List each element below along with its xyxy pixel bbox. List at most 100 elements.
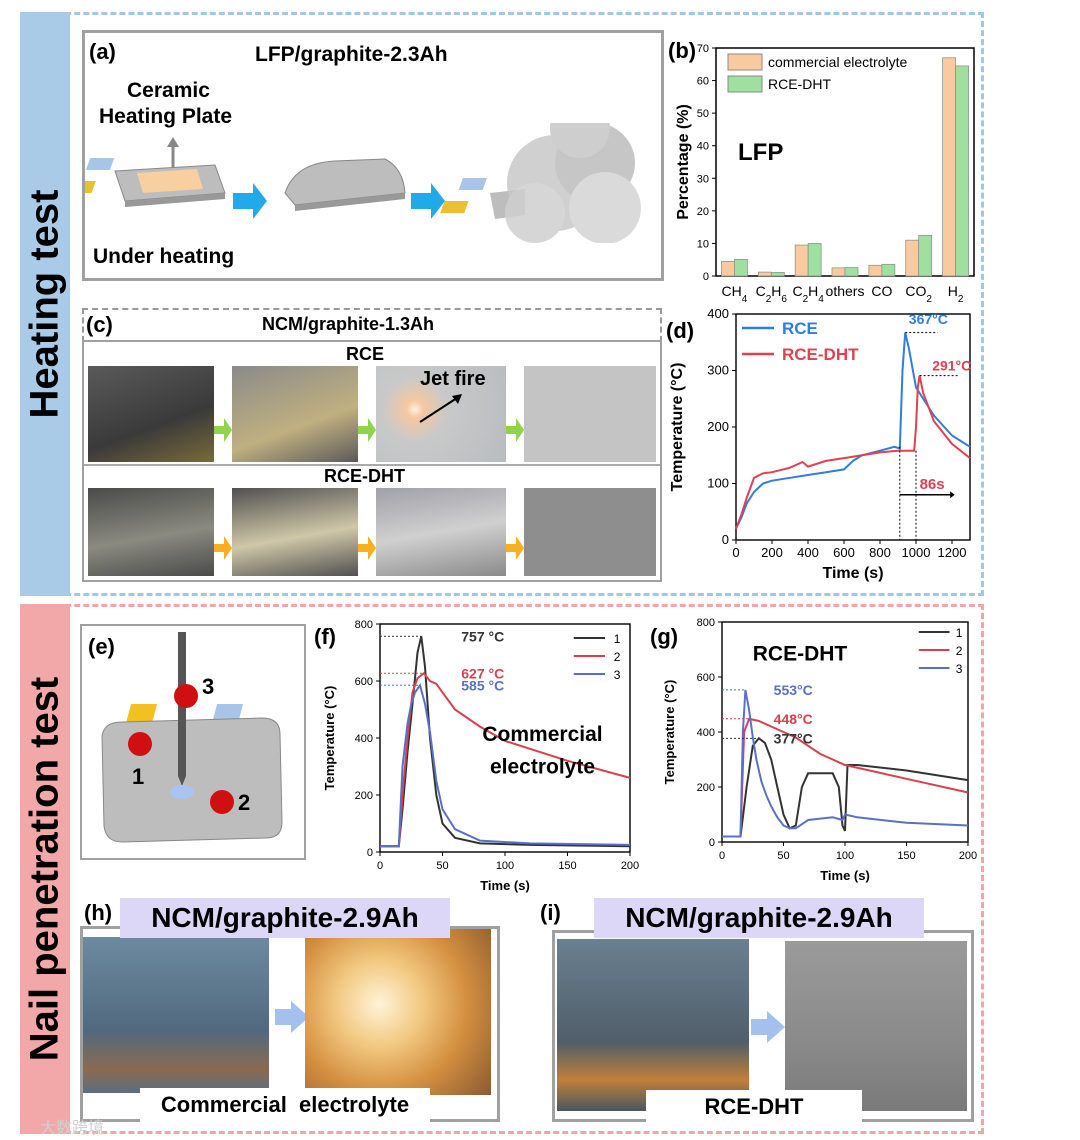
chart-b-ylabel: Percentage (%) xyxy=(675,104,692,220)
chart-d-letter: (d) xyxy=(666,318,694,343)
chart-g-peak-p2: 448°C xyxy=(774,711,813,727)
point-1-label: 1 xyxy=(132,764,144,789)
photo-h-arrow xyxy=(275,1001,309,1033)
photo-h-fire xyxy=(305,929,491,1095)
photo-i-arrow xyxy=(751,1011,785,1043)
battery-illustration xyxy=(85,123,641,243)
chart-b-ytick-label: 20 xyxy=(697,206,709,218)
chart-f-ytick-label: 400 xyxy=(355,733,373,745)
chart-f-ytick-label: 800 xyxy=(355,619,373,631)
chart-g-xtick-label: 50 xyxy=(777,850,789,862)
chart-d-ytick-label: 100 xyxy=(707,476,729,491)
chart-d-xtick-label: 600 xyxy=(833,545,855,560)
photo-dht-4 xyxy=(524,488,656,576)
chart-b-letter: (b) xyxy=(668,38,696,63)
chart-d-delay-label: 86s xyxy=(920,476,945,493)
plate-label-line2: Heating Plate xyxy=(99,105,233,128)
chart-f-peak-p1: 757 °C xyxy=(461,628,504,644)
nail-section-label: Nail penetration test xyxy=(22,676,67,1062)
panel-a-title: LFP/graphite-2.3Ah xyxy=(255,43,448,66)
process-arrow-1 xyxy=(233,183,267,219)
chart-f: (f) 0 50 100 150 200 0 200 400 600 800 Time (s) Tem… xyxy=(314,619,639,893)
panel-a-letter: (a) xyxy=(89,39,116,64)
chart-b-ytick-label: 10 xyxy=(697,238,709,250)
chart-b-xlabel-c2h6: C2H6 xyxy=(756,283,788,305)
chart-d-ylabel: Temperature (°C) xyxy=(669,363,686,492)
chart-f-letter: (f) xyxy=(314,624,336,649)
chart-b-ytick-label: 0 xyxy=(703,271,709,283)
chart-g-title: RCE-DHT xyxy=(753,643,848,666)
chart-d-ytick-label: 200 xyxy=(707,419,729,434)
chart-b-ytick-label: 60 xyxy=(697,76,709,88)
chart-d-ytick-label: 0 xyxy=(722,532,729,547)
chart-b-bar-co2-s1 xyxy=(905,239,920,277)
chart-b-bar-c2h4-s2 xyxy=(807,243,822,277)
heating-side-bar: Heating test xyxy=(20,12,70,596)
chart-f-series-1 xyxy=(380,636,631,848)
watermark: 大数跨境 xyxy=(40,1120,105,1137)
chart-g-ytick-label: 400 xyxy=(697,727,715,739)
panel-a-caption: Under heating xyxy=(93,245,235,268)
chart-g-series-2 xyxy=(722,717,969,838)
photo-dht-3 xyxy=(376,488,506,576)
chart-f-xtick-label: 200 xyxy=(621,860,639,872)
chart-g-letter: (g) xyxy=(650,624,678,649)
jet-fire-label: Jet fire xyxy=(420,368,486,390)
panel-c-letter: (c) xyxy=(86,312,113,337)
chart-f-legend-label-1: 1 xyxy=(614,632,621,646)
chart-d-legend-label-1: RCE xyxy=(782,319,818,338)
panel-e-box: (e) 3 1 2 xyxy=(80,624,306,860)
chart-g-xtick-label: 100 xyxy=(836,850,854,862)
chart-g-ytick-label: 0 xyxy=(709,837,715,849)
chart-d-ytick-label: 300 xyxy=(707,363,729,378)
chart-b-ytick-label: 70 xyxy=(697,43,709,55)
chart-b-legend-swatch-2 xyxy=(727,75,763,93)
chart-g-ytick-label: 600 xyxy=(697,672,715,684)
row-dht-label: RCE-DHT xyxy=(324,466,405,486)
chart-b-ytick-label: 40 xyxy=(697,141,709,153)
chart-d-xtick-label: 400 xyxy=(797,545,819,560)
chart-b-bar-co2-s2 xyxy=(918,234,933,277)
photo-i-after xyxy=(785,941,967,1111)
photo-rce-3 xyxy=(376,366,506,462)
chart-g-ytick-label: 800 xyxy=(697,617,715,629)
point-3-marker xyxy=(174,684,198,708)
chart-g-ytick-label: 200 xyxy=(697,782,715,794)
chart-b-legend-label-2: RCE-DHT xyxy=(768,76,831,92)
chart-f-annotation-2: electrolyte xyxy=(490,756,595,779)
chart-b-bar-others-s1 xyxy=(831,267,846,277)
photo-h-before xyxy=(83,937,269,1093)
panel-h-title: NCM/graphite-2.9Ah xyxy=(120,898,450,938)
chart-g-legend-label-2: 2 xyxy=(956,644,963,658)
chart-f-series-2 xyxy=(380,671,631,848)
photo-dht-1 xyxy=(88,488,214,576)
chart-g-series-1 xyxy=(722,736,969,838)
photo-i-before xyxy=(557,939,749,1111)
chart-d-ytick-label: 400 xyxy=(707,308,729,321)
panel-i-letter: (i) xyxy=(540,900,561,925)
chart-f-xtick-label: 0 xyxy=(377,860,383,872)
chart-f-ytick-label: 200 xyxy=(355,790,373,802)
chart-b-bar-ch4-s1 xyxy=(721,260,735,277)
chart-b-xlabel-co2: CO2 xyxy=(905,283,932,305)
nail-icon xyxy=(178,632,186,786)
panel-h-letter: (h) xyxy=(84,900,113,925)
chart-b-xlabel-others: others xyxy=(826,283,865,299)
smoke-cloud xyxy=(505,123,641,243)
panel-h-caption: Commercial electrolyte xyxy=(140,1088,430,1122)
chart-b-annotation: LFP xyxy=(738,139,783,166)
chart-g-xlabel: Time (s) xyxy=(820,868,870,883)
chart-f-xlabel: Time (s) xyxy=(480,878,530,893)
chart-d-peak-dht: 291°C xyxy=(932,358,971,374)
chart-d-series-rce xyxy=(735,332,971,530)
chart-f-peak-p3: 585 °C xyxy=(461,677,504,693)
chart-g: (g) 0 50 100 150 200 0 200 400 600 800 Time (s) Tem… xyxy=(650,617,977,883)
nail-cell-illustration: 3 1 2 xyxy=(101,632,283,843)
chart-d-xtick-label: 1000 xyxy=(902,545,931,560)
chart-g-peak-p3: 553°C xyxy=(774,682,813,698)
chart-g-xtick-label: 0 xyxy=(719,850,725,862)
chart-b: (b) 0 10 20 30 40 50 60 70 Percentage (%) CH4 C2H6… xyxy=(668,38,975,305)
chart-b-xlabel-c2h4: C2H4 xyxy=(792,283,824,305)
chart-f-legend-label-2: 2 xyxy=(614,650,621,664)
chart-d-xlabel: Time (s) xyxy=(822,565,883,582)
